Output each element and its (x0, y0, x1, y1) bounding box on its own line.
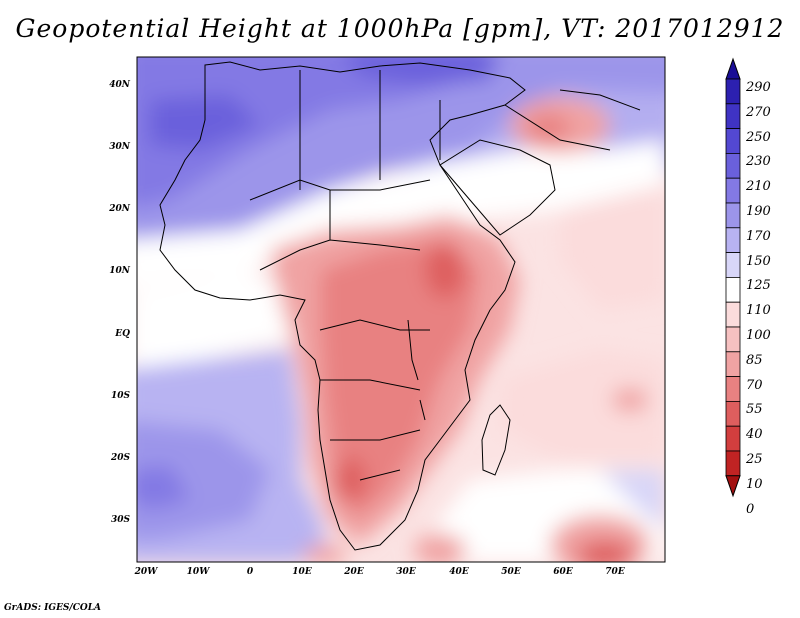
colorbar-bottom-arrow (725, 475, 741, 498)
lat-label: 30S (110, 515, 130, 525)
lon-label: 10E (292, 567, 312, 577)
colorbar-segment (725, 400, 741, 427)
colorbar-segment (725, 301, 741, 328)
lat-label: EQ (115, 329, 130, 339)
colorbar-label: 230 (746, 154, 771, 170)
colorbar-label: 70 (746, 377, 763, 393)
coastlines (159, 61, 641, 551)
lat-label: 20S (110, 453, 130, 463)
lon-label: 60E (553, 567, 573, 577)
colorbar-label: 40 (746, 427, 763, 443)
colorbar-segment (725, 276, 741, 303)
colorbar-label: 290 (746, 80, 771, 95)
colorbar-label: 110 (746, 303, 771, 319)
colorbar-label: 125 (746, 278, 771, 294)
colorbar-segment (725, 128, 741, 154)
lon-label: 20E (344, 567, 364, 577)
lon-label: 50E (501, 567, 521, 577)
geopotential-field (137, 57, 665, 562)
credit-text: GrADS: IGES/COLA (4, 603, 102, 613)
colorbar-label: 25 (746, 452, 763, 467)
colorbar-segment (725, 376, 741, 402)
lon-label: 10W (186, 567, 210, 577)
colorbar-label: 85 (746, 352, 763, 368)
colorbar-label: 210 (746, 179, 771, 195)
colorbar (725, 57, 741, 498)
lon-label: 70E (605, 567, 625, 577)
colorbar-top-arrow (725, 57, 741, 80)
lon-label: 30E (396, 567, 416, 577)
colorbar-segment (725, 351, 741, 377)
colorbar-label: 55 (746, 402, 763, 418)
lat-label: 10S (110, 391, 130, 401)
colorbar-label: 0 (746, 501, 755, 517)
colorbar-label: 170 (746, 228, 771, 244)
colorbar-label: 150 (746, 253, 771, 269)
colorbar-label: 10 (746, 476, 763, 492)
chart-title: Geopotential Height at 1000hPa [gpm], VT… (15, 14, 785, 43)
colorbar-segment (725, 177, 741, 204)
colorbar-label: 250 (746, 129, 771, 145)
lat-label: 30N (109, 142, 130, 152)
colorbar-segment (725, 202, 741, 229)
lat-label: 20N (109, 204, 130, 214)
colorbar-segment (725, 227, 741, 254)
colorbar-segment (725, 78, 741, 105)
lon-label: 20W (134, 567, 158, 577)
colorbar-segment (725, 252, 741, 278)
colorbar-label: 100 (746, 328, 771, 343)
map-frame (136, 56, 666, 563)
colorbar-label: 270 (746, 104, 771, 120)
colorbar-segment (725, 450, 741, 477)
lon-label: 0 (246, 567, 254, 577)
lon-label: 40E (449, 567, 469, 577)
colorbar-label: 190 (746, 204, 771, 219)
colorbar-segment (725, 326, 741, 353)
lat-label: 10N (109, 266, 130, 276)
lat-label: 40N (109, 80, 130, 90)
colorbar-segment (725, 152, 741, 179)
colorbar-segment (725, 103, 741, 130)
colorbar-segment (725, 425, 741, 452)
